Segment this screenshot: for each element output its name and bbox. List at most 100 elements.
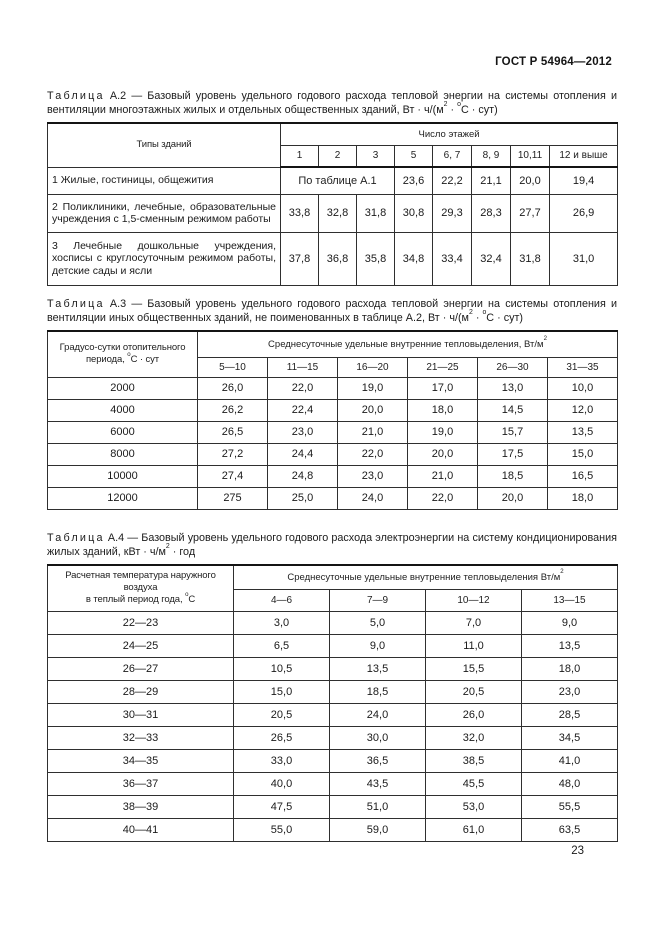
- value-cell: 26,2: [197, 398, 268, 422]
- value-cell: 15,5: [425, 656, 522, 681]
- value-cell: 26,0: [197, 376, 268, 400]
- value-cell: 20,0: [510, 166, 550, 195]
- value-cell: 23,0: [520, 679, 619, 704]
- value-cell: 25,0: [267, 486, 338, 510]
- value-cell: 18,5: [477, 464, 548, 488]
- subcolumn-header: 12 и выше: [548, 144, 619, 168]
- table-row: 38—39 47,5 51,0 53,0 55,5: [47, 794, 619, 819]
- value-cell: 24,0: [337, 486, 408, 510]
- value-cell: 10,5: [233, 656, 330, 681]
- span-note-cell: По таблице А.1: [280, 166, 395, 195]
- value-cell: 17,0: [407, 376, 478, 400]
- value-cell: 34,8: [394, 231, 433, 286]
- value-cell: 41,0: [520, 748, 619, 773]
- row-label-cell: 2000: [47, 376, 198, 400]
- value-cell: 23,0: [337, 464, 408, 488]
- table-row: 40—41 55,0 59,0 61,0 63,5: [47, 817, 619, 842]
- caption-word: Таблица: [47, 298, 105, 310]
- value-cell: 32,0: [425, 725, 522, 750]
- value-cell: 38,5: [425, 748, 522, 773]
- value-cell: 55,0: [233, 817, 330, 842]
- table-a3: Градусо-сутки отопительного периода, оС ·…: [47, 330, 618, 510]
- row-label-cell: 10000: [47, 464, 198, 488]
- value-cell: 20,0: [407, 442, 478, 466]
- table-a4: Расчетная температура наружного воздуха в…: [47, 564, 619, 842]
- table-row: 24—25 6,5 9,0 11,0 13,5: [47, 633, 619, 658]
- value-cell: 29,3: [432, 193, 472, 233]
- value-cell: 28,5: [520, 702, 619, 727]
- subcolumn-header: 7—9: [329, 588, 426, 612]
- value-cell: 31,0: [548, 231, 619, 286]
- value-cell: 21,0: [407, 464, 478, 488]
- caption-number: А.2: [109, 90, 127, 102]
- value-cell: 36,5: [329, 748, 426, 773]
- value-cell: 18,5: [329, 679, 426, 704]
- value-cell: 26,5: [233, 725, 330, 750]
- value-cell: 27,7: [510, 193, 550, 233]
- subcolumn-header: 8, 9: [471, 144, 511, 168]
- caption-text: — Базовый уровень удельного годового рас…: [47, 298, 618, 324]
- group-header-heat-release: Среднесуточные удельные внутренние тепло…: [232, 564, 619, 590]
- subcolumn-header: 6, 7: [432, 144, 472, 168]
- value-cell: 21,1: [471, 166, 511, 195]
- table-row: 8000 27,2 24,4 22,0 20,0 17,5 15,0: [47, 442, 618, 466]
- row-label-cell: 30—31: [47, 702, 234, 727]
- table-row: 1 Жилые, гостиницы, общежития По таблице…: [47, 166, 619, 195]
- table-row: 2 Поликлиники, лечебные, образовательные…: [47, 193, 619, 233]
- value-cell: 13,5: [520, 633, 619, 658]
- table-a4-caption: Таблица А.4 — Базовый уровень удельного …: [47, 531, 617, 559]
- row-label-cell: 28—29: [47, 679, 234, 704]
- value-cell: 32,4: [471, 231, 511, 286]
- value-cell: 53,0: [425, 794, 522, 819]
- subcolumn-header: 10—12: [425, 588, 522, 612]
- table-row: 36—37 40,0 43,5 45,5 48,0: [47, 771, 619, 796]
- table-row: 12000 275 25,0 24,0 22,0 20,0 18,0: [47, 486, 618, 510]
- value-cell: 45,5: [425, 771, 522, 796]
- value-cell: 48,0: [520, 771, 619, 796]
- row-label-cell: 34—35: [47, 748, 234, 773]
- value-cell: 21,0: [337, 420, 408, 444]
- subcolumn-header: 21—25: [407, 356, 478, 378]
- value-cell: 31,8: [356, 193, 395, 233]
- row-label-cell: 32—33: [47, 725, 234, 750]
- value-cell: 55,5: [520, 794, 619, 819]
- table-row: 28—29 15,0 18,5 20,5 23,0: [47, 679, 619, 704]
- value-cell: 40,0: [233, 771, 330, 796]
- value-cell: 18,0: [407, 398, 478, 422]
- value-cell: 47,5: [233, 794, 330, 819]
- value-cell: 9,0: [329, 633, 426, 658]
- value-cell: 33,4: [432, 231, 472, 286]
- row-label-cell: 24—25: [47, 633, 234, 658]
- value-cell: 22,0: [407, 486, 478, 510]
- value-cell: 27,4: [197, 464, 268, 488]
- value-cell: 20,5: [425, 679, 522, 704]
- subcolumn-header: 1: [280, 144, 319, 168]
- value-cell: 7,0: [425, 610, 522, 635]
- table-row: 4000 26,2 22,4 20,0 18,0 14,5 12,0: [47, 398, 618, 422]
- group-header-floors: Число этажей: [279, 122, 619, 146]
- table-row: 2000 26,0 22,0 19,0 17,0 13,0 10,0: [47, 376, 618, 400]
- value-cell: 20,0: [477, 486, 548, 510]
- subcolumn-header: 13—15: [520, 588, 619, 612]
- column-header-building-types: Типы зданий: [47, 122, 281, 168]
- value-cell: 31,8: [510, 231, 550, 286]
- row-label-cell: 22—23: [47, 610, 234, 635]
- value-cell: 20,0: [337, 398, 408, 422]
- row-label-cell: 26—27: [47, 656, 234, 681]
- value-cell: 33,8: [280, 193, 319, 233]
- row-label-cell: 4000: [47, 398, 198, 422]
- subcolumn-header: 26—30: [477, 356, 548, 378]
- table-a2: Типы зданий Число этажей 1 2 3 5 6, 7 8,…: [47, 122, 619, 286]
- table-row: 10000 27,4 24,8 23,0 21,0 18,5 16,5: [47, 464, 618, 488]
- value-cell: 12,0: [547, 398, 618, 422]
- value-cell: 23,0: [267, 420, 338, 444]
- value-cell: 9,0: [520, 610, 619, 635]
- value-cell: 22,0: [337, 442, 408, 466]
- value-cell: 26,0: [425, 702, 522, 727]
- value-cell: 26,5: [197, 420, 268, 444]
- value-cell: 51,0: [329, 794, 426, 819]
- value-cell: 20,5: [233, 702, 330, 727]
- subcolumn-header: 11—15: [267, 356, 338, 378]
- value-cell: 18,0: [520, 656, 619, 681]
- caption-word: Таблица: [47, 90, 105, 102]
